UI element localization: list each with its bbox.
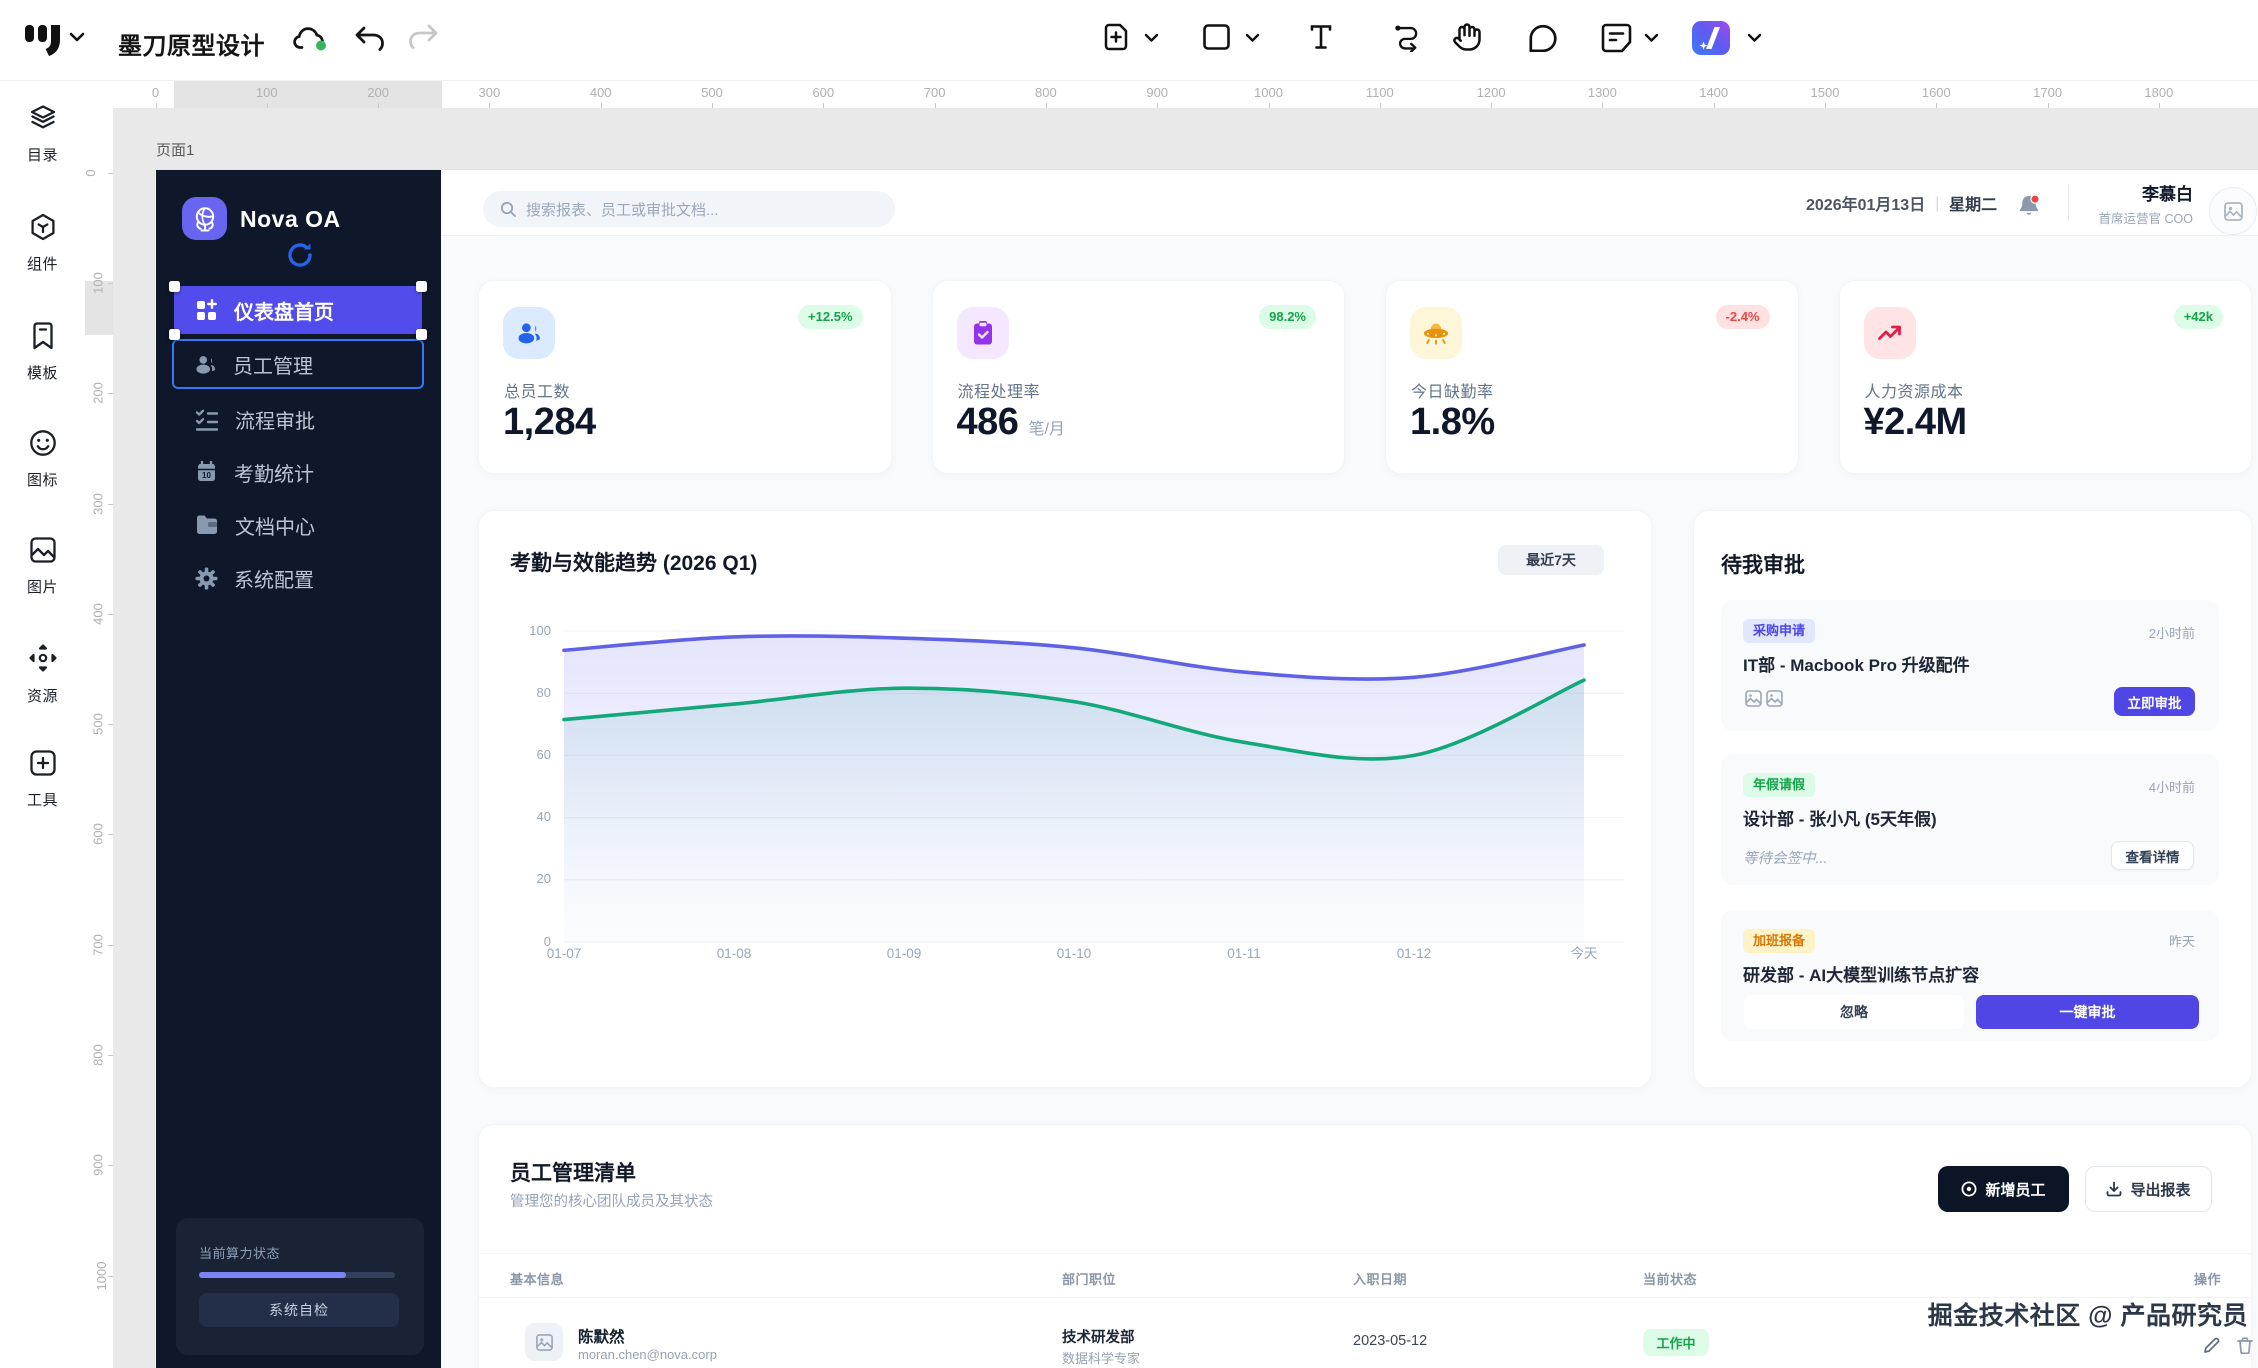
svg-text:20: 20 (537, 871, 551, 886)
svg-text:01-09: 01-09 (887, 946, 922, 961)
svg-text:60: 60 (537, 747, 551, 762)
svg-text:01-08: 01-08 (717, 946, 752, 961)
svg-text:01-12: 01-12 (1397, 946, 1432, 961)
svg-text:80: 80 (537, 685, 551, 700)
svg-text:40: 40 (537, 809, 551, 824)
svg-text:01-07: 01-07 (547, 946, 582, 961)
svg-text:100: 100 (529, 623, 551, 638)
svg-text:01-10: 01-10 (1057, 946, 1092, 961)
svg-text:0: 0 (544, 934, 551, 949)
svg-text:今天: 今天 (1571, 946, 1599, 961)
svg-text:01-11: 01-11 (1227, 946, 1261, 961)
svg-text:10: 10 (202, 471, 211, 480)
